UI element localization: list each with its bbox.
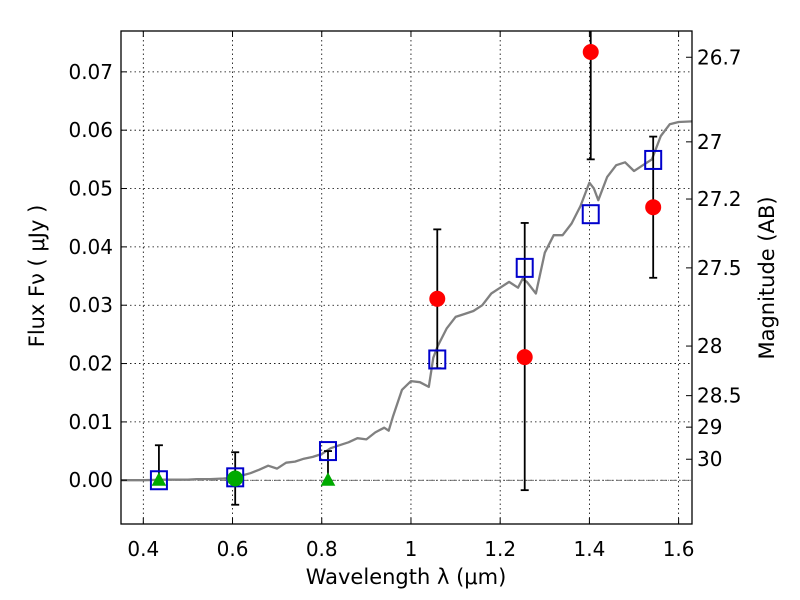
x-axis-label: Wavelength λ (μm)	[306, 565, 507, 589]
x-tick-label: 0.6	[217, 537, 249, 561]
red-detection-marker	[582, 44, 599, 61]
ticks	[121, 31, 692, 524]
right-tick-label: 28	[697, 334, 722, 358]
right-tick-label: 27.2	[697, 187, 742, 211]
y-tick-label: 0.02	[68, 352, 113, 376]
y-tick-label: 0.01	[68, 410, 113, 434]
y-axis-label: Flux Fν ( μJy )	[25, 205, 49, 348]
y-tick-label: 0.04	[68, 235, 113, 259]
green-circle-marker	[227, 470, 244, 487]
y-tick-label: 0.00	[68, 468, 113, 492]
y-tick-label: 0.06	[68, 118, 113, 142]
green-triangle-marker	[320, 472, 336, 486]
model-square-marker	[515, 257, 534, 278]
x-tick-label: 1.2	[484, 537, 516, 561]
model-square-marker	[581, 204, 600, 225]
spectrum-layer	[121, 120, 693, 482]
red-detection-marker	[429, 290, 446, 307]
plot-frame	[120, 30, 693, 525]
right-tick-label: 26.7	[697, 45, 742, 69]
errorbar-layer	[154, 31, 658, 506]
y-tick-label: 0.07	[68, 60, 113, 84]
right-tick-label: 28.5	[697, 384, 742, 408]
right-tick-label: 30	[697, 447, 722, 471]
x-tick-label: 0.8	[306, 537, 338, 561]
y-tick-label: 0.05	[68, 177, 113, 201]
spectrum-line	[121, 120, 693, 482]
y-tick-label: 0.03	[68, 293, 113, 317]
model-square-marker	[318, 441, 337, 462]
x-tick-label: 1.4	[573, 537, 605, 561]
right-axis-label: Magnitude (AB)	[755, 196, 779, 359]
marker-layer	[149, 44, 663, 491]
tick-labels: 0.4 0.6 0.8 1 1.2 1.4 1.6 0.00 0.01 0.02 0.03 0.04 0…	[68, 45, 741, 561]
right-tick-label: 27.5	[697, 256, 742, 280]
right-tick-label: 27	[697, 130, 722, 154]
grid	[121, 31, 692, 524]
model-square-marker	[428, 349, 447, 370]
x-tick-label: 1	[405, 537, 418, 561]
model-square-marker	[644, 149, 663, 170]
red-detection-marker	[516, 349, 533, 366]
x-tick-label: 1.6	[663, 537, 695, 561]
red-detection-marker	[645, 199, 662, 216]
model-square-marker	[149, 470, 168, 491]
green-triangle-marker	[151, 472, 167, 486]
x-tick-label: 0.4	[127, 537, 159, 561]
right-tick-label: 29	[697, 415, 722, 439]
